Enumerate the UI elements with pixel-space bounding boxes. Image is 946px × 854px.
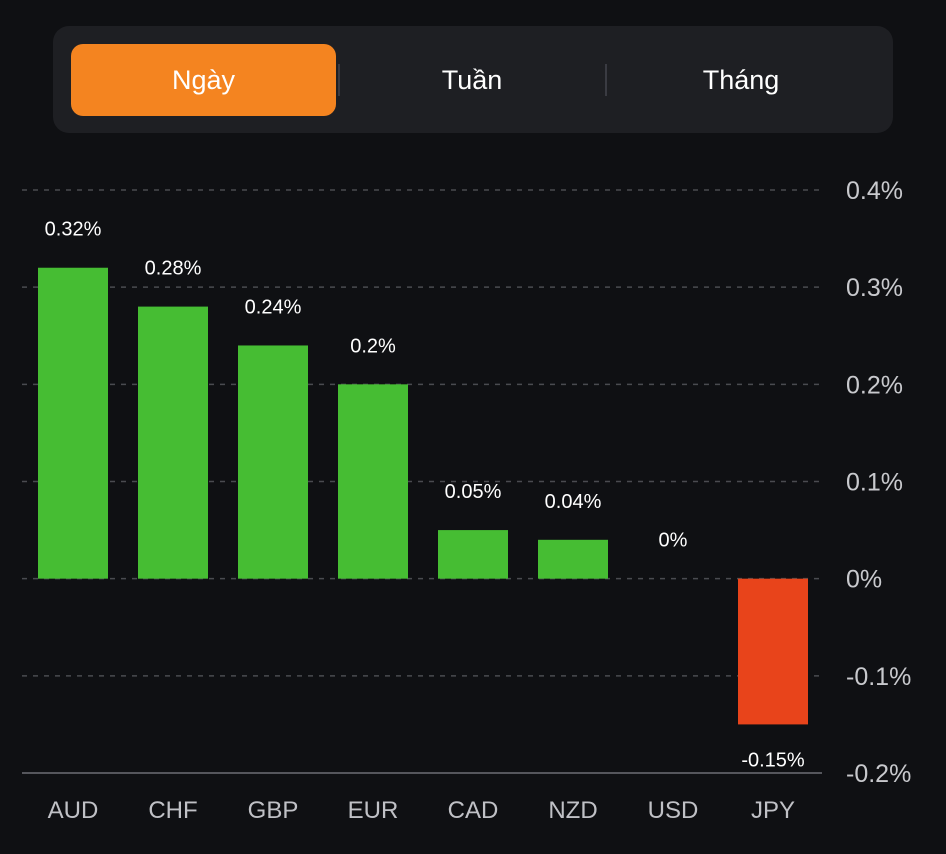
data-label-eur: 0.2%: [350, 335, 396, 357]
data-label-nzd: 0.04%: [545, 491, 602, 513]
y-tick-label: 0.1%: [846, 469, 903, 497]
data-label-chf: 0.28%: [145, 258, 202, 280]
period-segmented-control: Ngày Tuần Tháng: [53, 26, 893, 133]
y-tick-label: 0.2%: [846, 371, 903, 399]
x-tick-label-eur: EUR: [348, 797, 399, 824]
data-label-aud: 0.32%: [45, 219, 102, 241]
y-tick-label: -0.1%: [846, 663, 911, 691]
x-tick-label-cad: CAD: [448, 797, 499, 824]
bar-jpy: [738, 578, 808, 725]
tab-month[interactable]: Tháng: [607, 44, 875, 116]
tab-day-label: Ngày: [171, 64, 236, 95]
x-tick-label-jpy: JPY: [751, 797, 795, 824]
y-axis-ticks: 0.4% 0.3% 0.2% 0.1% 0% -0.1% -0.2%: [846, 177, 911, 788]
bar-eur: [338, 384, 408, 579]
bar-chf: [138, 306, 208, 579]
y-tick-label: 0.4%: [846, 177, 903, 205]
data-label-gbp: 0.24%: [245, 296, 302, 318]
bar-nzd: [538, 539, 608, 579]
x-axis-ticks: AUD CHF GBP EUR CAD NZD USD JPY: [48, 797, 795, 824]
grid-lines: [22, 189, 822, 774]
x-tick-label-usd: USD: [648, 797, 699, 824]
data-label-cad: 0.05%: [445, 481, 502, 503]
tab-divider: [605, 64, 607, 96]
tab-week[interactable]: Tuần: [338, 44, 606, 116]
x-tick-label-nzd: NZD: [548, 797, 597, 824]
bar-gbp: [238, 345, 308, 579]
tab-month-label: Tháng: [702, 64, 780, 95]
y-tick-label: -0.2%: [846, 760, 911, 788]
bars: [38, 267, 808, 725]
y-tick-label: 0%: [846, 566, 882, 594]
x-tick-label-aud: AUD: [48, 797, 99, 824]
data-label-jpy: -0.15%: [741, 749, 805, 771]
x-tick-label-gbp: GBP: [248, 797, 299, 824]
data-labels: 0.32% 0.28% 0.24% 0.2% 0.05% 0.04% 0% -0.15%: [45, 219, 805, 772]
y-tick-label: 0.3%: [846, 274, 903, 302]
bar-aud: [38, 267, 108, 579]
bar-cad: [438, 530, 508, 579]
tab-week-label: Tuần: [441, 64, 503, 95]
x-tick-label-chf: CHF: [148, 797, 197, 824]
data-label-usd: 0%: [659, 530, 688, 552]
tab-divider: [338, 64, 340, 96]
tab-day[interactable]: Ngày: [71, 44, 336, 116]
